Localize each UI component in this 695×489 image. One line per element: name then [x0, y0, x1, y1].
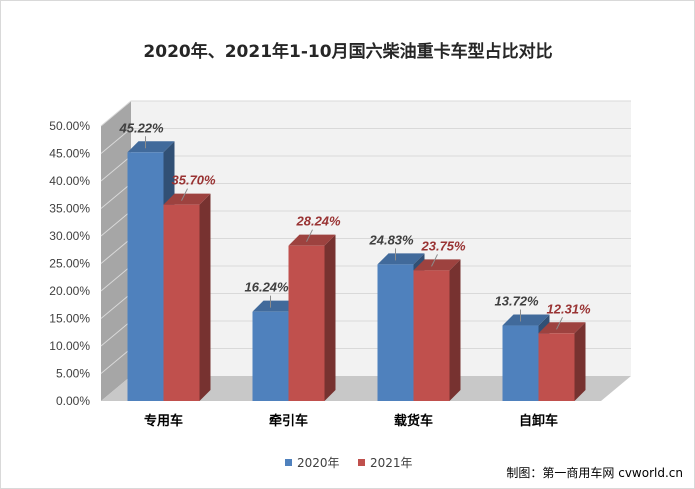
- data-label: 24.83%: [369, 232, 415, 247]
- y-tick-label: 50.00%: [49, 119, 90, 133]
- legend-label-2021: 2021年: [370, 456, 413, 470]
- bar: [502, 325, 539, 401]
- x-tick-label: 牵引车: [269, 413, 308, 429]
- bar-side: [199, 193, 211, 401]
- y-tick-label: 30.00%: [49, 229, 90, 243]
- y-tick-label: 10.00%: [49, 339, 90, 353]
- chart-credit: 制图：第一商用车网 cvworld.cn: [506, 465, 683, 480]
- bar-top: [127, 141, 175, 153]
- bar: [288, 245, 325, 401]
- floor: [101, 376, 631, 401]
- label-leader: [556, 317, 563, 330]
- gridline: [100, 128, 631, 154]
- bar-top: [252, 300, 300, 312]
- chart-title: 2020年、2021年1-10月国六柴油重卡车型占比对比: [143, 41, 552, 62]
- bar-side: [574, 322, 586, 401]
- bar: [377, 264, 414, 401]
- data-label: 12.31%: [547, 301, 592, 316]
- plot-area: 0.00% 5.00% 10.00% 15.00% 20.00% 25.00% 30.00%…: [49, 100, 631, 429]
- y-tick-label: 0.00%: [56, 394, 90, 408]
- bar-top: [538, 322, 586, 334]
- bar-top: [288, 234, 336, 246]
- y-tick-label: 25.00%: [49, 257, 90, 271]
- x-tick-label: 自卸车: [519, 413, 558, 429]
- data-label: 13.72%: [495, 294, 540, 309]
- bar: [538, 333, 575, 401]
- y-tick-label: 45.00%: [49, 147, 90, 161]
- legend-label-2020: 2020年: [297, 456, 340, 470]
- y-tick-label: 40.00%: [49, 174, 90, 188]
- gridline: [100, 100, 631, 127]
- x-tick-label: 专用车: [144, 413, 183, 429]
- y-tick-label: 15.00%: [49, 312, 90, 326]
- bar-side: [449, 259, 461, 401]
- data-label: 45.22%: [119, 120, 165, 135]
- legend-swatch-2020: [285, 459, 292, 466]
- bar: [163, 204, 200, 401]
- data-label: 35.70%: [172, 173, 217, 188]
- data-label: 28.24%: [296, 214, 342, 229]
- bar: [127, 152, 164, 401]
- legend: 2020年 2021年: [285, 456, 413, 470]
- bar: [413, 270, 450, 401]
- bar: [252, 311, 289, 401]
- bar-top: [163, 193, 211, 205]
- legend-swatch-2021: [358, 459, 365, 466]
- label-leader: [306, 229, 313, 242]
- y-tick-label: 20.00%: [49, 284, 90, 298]
- x-tick-label: 载货车: [394, 413, 433, 429]
- bar-top: [502, 314, 550, 326]
- y-tick-label: 35.00%: [49, 202, 90, 216]
- y-tick-label: 5.00%: [56, 367, 90, 381]
- bar-top: [413, 259, 461, 271]
- data-label: 23.75%: [421, 238, 467, 253]
- bar-side: [324, 234, 336, 401]
- label-leader: [181, 188, 188, 201]
- label-leader: [431, 254, 438, 267]
- bar-top: [377, 253, 425, 265]
- data-label: 16.24%: [245, 280, 290, 295]
